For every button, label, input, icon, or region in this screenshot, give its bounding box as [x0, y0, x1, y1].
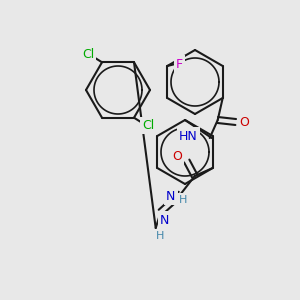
Text: F: F	[176, 58, 183, 70]
Text: H: H	[155, 231, 164, 241]
Text: N: N	[166, 190, 175, 202]
Text: Cl: Cl	[142, 119, 154, 132]
Text: Cl: Cl	[82, 48, 94, 61]
Text: H: H	[178, 195, 187, 205]
Text: O: O	[239, 116, 249, 128]
Text: N: N	[160, 214, 169, 226]
Text: O: O	[172, 151, 182, 164]
Text: HN: HN	[179, 130, 198, 142]
